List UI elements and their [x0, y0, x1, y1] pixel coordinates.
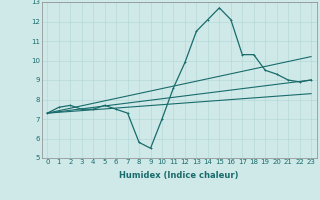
X-axis label: Humidex (Indice chaleur): Humidex (Indice chaleur)	[119, 171, 239, 180]
